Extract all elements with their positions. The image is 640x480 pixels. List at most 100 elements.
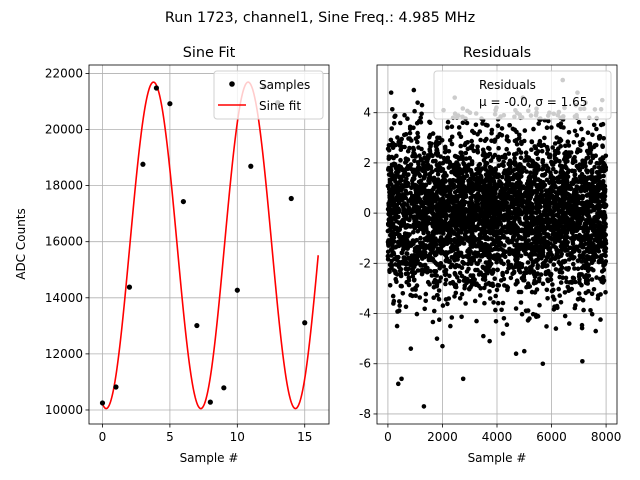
residual-point (415, 229, 421, 234)
residuals-xtick-label: 0 (384, 430, 392, 444)
residual-point (461, 162, 467, 167)
residual-point (572, 202, 578, 207)
residual-point (479, 200, 485, 206)
residual-point (571, 261, 576, 267)
residual-point (505, 259, 511, 264)
residual-point (390, 235, 396, 240)
residual-point (512, 155, 517, 161)
residual-point (454, 160, 460, 166)
residual-point (398, 143, 403, 149)
residual-point (391, 239, 397, 244)
residual-point (514, 141, 520, 147)
residual-point (413, 136, 419, 141)
residuals-xtick-label: 2000 (427, 430, 458, 444)
residual-point (549, 217, 554, 223)
residual-point (387, 269, 392, 275)
residual-point (533, 145, 539, 151)
residual-point (459, 291, 465, 297)
residual-point (505, 208, 510, 214)
residual-outlier-point (562, 313, 568, 319)
residual-point (468, 195, 473, 201)
residual-point (470, 203, 475, 208)
residual-point (463, 140, 469, 146)
residual-point (501, 316, 507, 321)
residual-point (467, 209, 472, 215)
residual-point (389, 126, 395, 131)
residual-point (525, 207, 531, 212)
residual-point (598, 181, 603, 187)
residual-point (589, 266, 594, 272)
residual-point (424, 269, 430, 275)
residual-point (519, 139, 524, 145)
residual-point (530, 163, 535, 169)
residual-point (388, 137, 394, 143)
residual-point (514, 278, 520, 284)
residual-outlier-point (460, 376, 466, 382)
residual-point (519, 165, 525, 170)
residual-point (430, 256, 436, 262)
residual-point (443, 267, 449, 273)
residual-point (386, 148, 392, 153)
residual-point (526, 162, 531, 167)
residual-point (589, 177, 595, 182)
residual-point (397, 232, 402, 238)
residual-point (504, 146, 510, 152)
residual-point (570, 158, 576, 164)
residual-point (561, 240, 566, 245)
sample-point (140, 161, 146, 167)
residuals-ticks: 0 2000 4000 6000 8000 -8 -6 -4 -2 0 2 4 (359, 106, 621, 444)
residual-point (538, 180, 544, 185)
residual-point (403, 183, 408, 189)
residual-point (528, 251, 534, 257)
residual-point (579, 272, 584, 277)
sample-point (221, 385, 227, 391)
residual-point (448, 180, 454, 186)
residual-point (489, 242, 495, 247)
residual-point (492, 181, 497, 187)
residual-point (445, 227, 450, 233)
residual-point (598, 254, 603, 260)
sine-fit-legend: Samples Sine fit (213, 70, 324, 120)
residual-point (458, 212, 463, 217)
residual-point (588, 146, 594, 152)
residual-point (398, 140, 404, 145)
residual-point (440, 167, 446, 172)
residual-point (401, 255, 407, 260)
residual-point (494, 238, 500, 243)
residual-point (427, 234, 433, 240)
sample-point (153, 85, 160, 91)
residual-point (437, 180, 442, 185)
residuals-ytick-label: -8 (359, 407, 371, 421)
residual-point (403, 180, 408, 185)
residual-point (431, 269, 437, 274)
residual-point (457, 131, 462, 136)
residual-point (581, 252, 586, 257)
residual-point (540, 281, 546, 287)
sine-fit-frame (88, 64, 330, 425)
residual-point (479, 218, 485, 223)
residual-point (545, 232, 551, 237)
residual-point (588, 308, 593, 313)
residual-point (420, 214, 426, 220)
residual-point (544, 177, 550, 183)
residual-point (550, 294, 556, 300)
residual-point (455, 254, 461, 259)
residual-point (597, 136, 602, 141)
residual-point (394, 171, 399, 177)
residual-point (432, 179, 437, 185)
residual-point (411, 239, 417, 245)
residual-point (467, 213, 472, 219)
residual-outlier-point (472, 298, 478, 304)
residual-point (455, 184, 461, 189)
residuals-xtick-label: 6000 (536, 430, 567, 444)
residual-point (395, 135, 400, 140)
residual-point (496, 283, 502, 288)
residual-point (442, 177, 448, 183)
residual-point (403, 225, 408, 230)
residual-point (533, 218, 538, 224)
residual-point (455, 207, 461, 213)
residual-point (534, 225, 540, 230)
residual-point (435, 293, 440, 298)
sample-point (302, 320, 308, 326)
residual-outlier-point (431, 308, 437, 314)
